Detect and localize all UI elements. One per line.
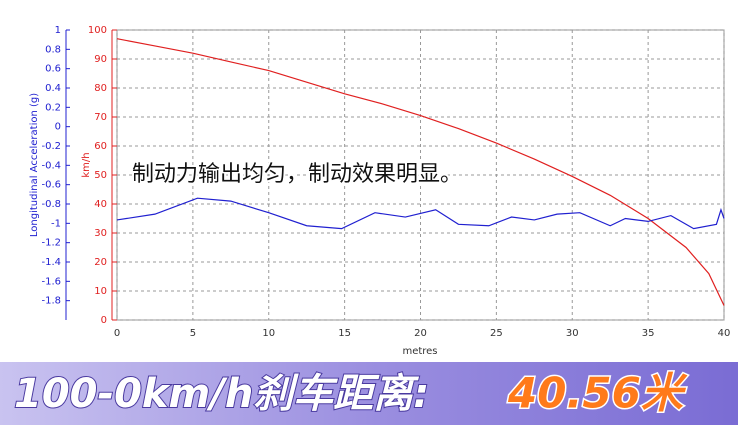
y2-tick-label: 0.6: [45, 64, 61, 75]
y2-tick-label: -1.2: [41, 238, 61, 249]
x-axis-label: metres: [402, 346, 437, 357]
y-tick-label: 90: [94, 54, 107, 65]
banner-title: 100-0km/h刹车距离:: [14, 371, 429, 417]
x-tick-label: 20: [414, 328, 427, 339]
y-tick-label: 0: [101, 315, 107, 326]
banner: [0, 362, 738, 425]
series-line: [116, 197, 725, 230]
y2-tick-label: 0.4: [45, 83, 61, 94]
banner-result: 40.56米: [507, 369, 688, 418]
y-tick-label: 60: [94, 141, 107, 152]
y-tick-label: 20: [94, 257, 107, 268]
y2-tick-label: 0.2: [45, 102, 61, 113]
y2-tick-label: 0.8: [45, 44, 61, 55]
marks: 0 5 10 15 20 25 30 35 40010203040506070809010010…: [41, 25, 730, 339]
y-tick-label: 100: [88, 25, 107, 36]
y-tick-label: 50: [94, 170, 107, 181]
y2-tick-label: -0.8: [41, 199, 61, 210]
y-tick-label: 30: [94, 228, 107, 239]
y2-tick-label: 0: [55, 122, 61, 133]
y2-tick-label: -1.6: [41, 276, 61, 287]
y2-tick-label: -1: [51, 218, 61, 229]
y2-tick-label: -1.4: [41, 257, 61, 268]
y2-axis-label: Longitudinal Acceleration (g): [29, 93, 40, 237]
y-tick-label: 40: [94, 199, 107, 210]
series-line: [116, 38, 725, 306]
x-tick-label: 35: [642, 328, 655, 339]
y2-tick-label: -0.6: [41, 180, 61, 191]
y2-tick-label: 1: [55, 25, 61, 36]
x-tick-label: 5: [190, 328, 196, 339]
y2-tick-label: -0.4: [41, 160, 61, 171]
x-tick-label: 10: [262, 328, 275, 339]
y2-tick-label: -1.8: [41, 296, 61, 307]
y-tick-label: 80: [94, 83, 107, 94]
x-tick-label: 30: [566, 328, 579, 339]
x-tick-label: 40: [718, 328, 731, 339]
y2-tick-label: -0.2: [41, 141, 61, 152]
y-tick-label: 10: [94, 286, 107, 297]
x-tick-label: 15: [338, 328, 351, 339]
x-tick-label: 0: [114, 328, 120, 339]
annotation: 制动力输出均匀，制动效果明显。: [132, 162, 462, 187]
y-axis-label: km/h: [81, 152, 92, 177]
y-tick-label: 70: [94, 112, 107, 123]
x-tick-label: 25: [490, 328, 503, 339]
